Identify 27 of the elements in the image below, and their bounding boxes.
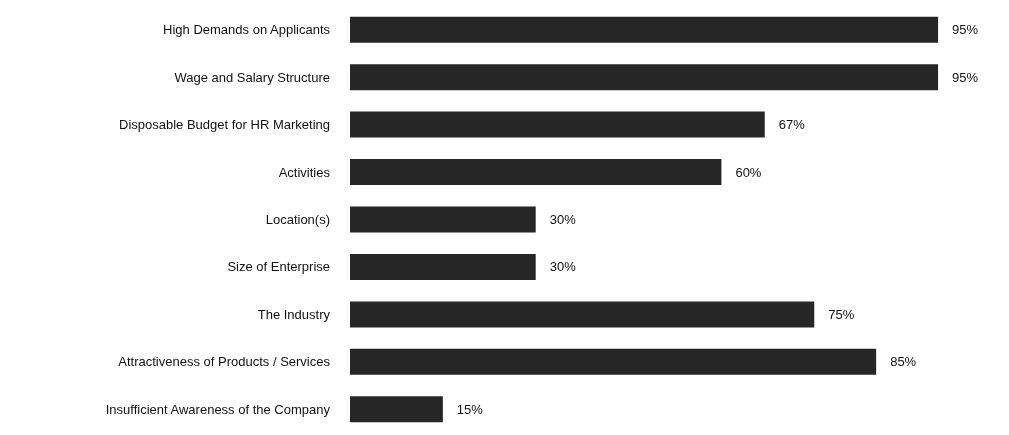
data-label: 85%	[890, 354, 917, 370]
bar	[350, 206, 536, 233]
y-tick-label: Attractiveness of Products / Services	[118, 354, 331, 370]
bar	[350, 348, 877, 375]
bar	[350, 396, 443, 423]
data-label: 30%	[549, 212, 577, 227]
y-tick-label: Size of Enterprise	[227, 259, 330, 275]
y-tick-label: The Industry	[257, 306, 331, 322]
y-tick-label: Location(s)	[265, 212, 330, 227]
y-tick-label: Wage and Salary Structure	[174, 69, 330, 85]
bar	[350, 111, 765, 138]
bar	[350, 64, 939, 91]
bar	[350, 16, 939, 43]
bar	[350, 301, 815, 328]
data-label: 95%	[952, 69, 979, 85]
y-tick-label: Activities	[278, 164, 331, 180]
y-tick-label: Disposable Budget for HR Marketing	[119, 117, 330, 133]
data-label: 15%	[456, 401, 484, 417]
bar	[350, 253, 536, 280]
y-tick-label: High Demands on Applicants	[163, 22, 331, 38]
data-label: 60%	[735, 164, 762, 180]
data-label: 67%	[778, 117, 806, 133]
y-tick-label: Insufficient Awareness of the Company	[105, 401, 331, 417]
data-label: 75%	[828, 306, 855, 322]
data-label: 95%	[952, 22, 979, 38]
data-label: 30%	[549, 259, 577, 275]
bar	[350, 159, 722, 186]
